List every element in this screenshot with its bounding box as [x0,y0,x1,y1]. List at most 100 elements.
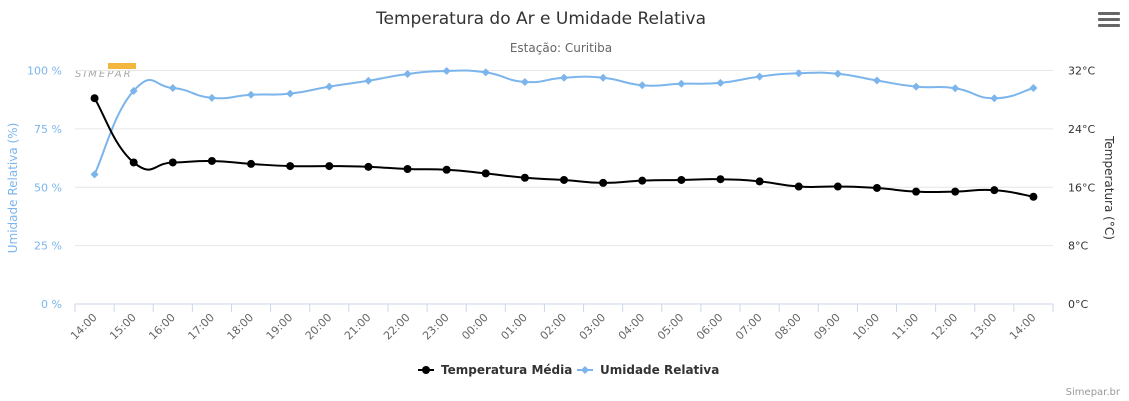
x-tick-label: 23:00 [420,311,452,343]
data-point-temperatura[interactable] [638,176,647,185]
data-point-temperatura[interactable] [403,165,412,174]
data-point-umidade[interactable] [599,73,608,82]
x-tick-label: 08:00 [772,311,804,343]
data-point-temperatura[interactable] [90,94,99,103]
data-point-umidade[interactable] [90,170,99,179]
right-tick-label: 8°C [1068,240,1088,253]
x-tick-label: 11:00 [890,311,922,343]
data-point-temperatura[interactable] [677,175,686,184]
x-tick-label: 16:00 [146,311,178,343]
series-layer [90,66,1038,201]
data-point-umidade[interactable] [207,93,216,102]
data-point-umidade[interactable] [364,76,373,85]
x-tick-label: 04:00 [616,311,648,343]
chart-title: Temperatura do Ar e Umidade Relativa [375,9,706,29]
data-point-temperatura[interactable] [755,177,764,186]
legend-temperatura-label: Temperatura Média [441,363,572,377]
x-tick-label: 07:00 [733,311,765,343]
legend-item-temperatura[interactable]: Temperatura Média [418,363,572,377]
left-tick-label: 0 % [41,298,62,311]
data-point-temperatura[interactable] [442,165,451,174]
data-point-umidade[interactable] [442,66,451,75]
right-axis-ticks: 0°C 8°C 16°C 24°C 32°C [1068,65,1095,312]
data-point-temperatura[interactable] [912,187,921,196]
x-tick-label: 17:00 [185,311,217,343]
right-tick-label: 32°C [1068,65,1095,78]
x-tick-label: 20:00 [303,311,335,343]
simepar-logo-watermark: SIMEPAR [75,63,136,80]
left-axis-ticks: 0 % 25 % 50 % 75 % 100 % [27,65,62,312]
series-umidade-line [93,69,1034,175]
data-point-umidade[interactable] [481,68,490,77]
left-tick-label: 50 % [34,181,62,194]
x-tick-label: 06:00 [694,311,726,343]
data-point-temperatura[interactable] [951,187,960,196]
data-point-umidade[interactable] [872,76,881,85]
left-tick-label: 100 % [27,65,62,78]
data-point-temperatura[interactable] [716,175,725,184]
data-point-temperatura[interactable] [286,162,295,171]
data-point-umidade[interactable] [833,69,842,78]
left-tick-label: 75 % [34,123,62,136]
data-point-umidade[interactable] [403,70,412,79]
data-point-temperatura[interactable] [325,162,334,171]
data-point-temperatura[interactable] [1029,192,1038,201]
data-point-umidade[interactable] [247,90,256,99]
chart-subtitle: Estação: Curitiba [510,41,612,55]
data-point-temperatura[interactable] [872,183,881,192]
data-point-temperatura[interactable] [560,175,568,184]
data-point-umidade[interactable] [325,82,334,91]
credits-link[interactable]: Simepar.br [1066,387,1121,398]
data-point-umidade[interactable] [951,84,960,93]
legend-umidade-marker [581,366,589,374]
data-point-umidade[interactable] [129,86,138,95]
data-point-umidade[interactable] [794,69,803,78]
right-tick-label: 24°C [1068,123,1095,136]
data-point-umidade[interactable] [755,72,764,81]
hamburger-menu-icon[interactable] [1098,12,1120,32]
data-point-umidade[interactable] [990,94,999,103]
x-tick-label: 09:00 [811,311,843,343]
data-point-temperatura[interactable] [129,158,138,167]
data-point-umidade[interactable] [520,77,529,86]
x-tick-label: 18:00 [225,311,257,343]
data-point-temperatura[interactable] [481,169,490,178]
legend: Temperatura Média Umidade Relativa [418,363,719,377]
data-point-temperatura[interactable] [520,173,529,182]
data-point-temperatura[interactable] [247,159,256,168]
data-point-umidade[interactable] [716,78,725,87]
x-tick-label: 01:00 [498,311,530,343]
right-tick-label: 16°C [1068,181,1095,194]
legend-temperatura-marker [422,366,430,374]
grid-lines [75,70,1053,305]
data-point-temperatura[interactable] [364,162,373,171]
data-point-umidade[interactable] [638,81,647,90]
x-tick-label: 05:00 [655,311,687,343]
legend-item-umidade[interactable]: Umidade Relativa [577,363,719,377]
data-point-temperatura[interactable] [833,182,842,191]
data-point-temperatura[interactable] [794,182,803,191]
data-point-umidade[interactable] [1029,84,1038,93]
data-point-umidade[interactable] [168,84,177,93]
data-point-umidade[interactable] [677,79,686,88]
data-point-temperatura[interactable] [168,158,177,167]
x-tick-label: 14:00 [68,311,100,343]
x-tick-label: 22:00 [381,311,413,343]
x-tick-label: 03:00 [577,311,609,343]
menu-bar [1098,24,1120,27]
x-tick-label: 13:00 [968,311,1000,343]
data-point-umidade[interactable] [560,73,568,82]
data-point-temperatura[interactable] [990,186,999,195]
data-point-temperatura[interactable] [599,178,608,187]
data-point-temperatura[interactable] [207,156,216,165]
x-tick-label: 15:00 [107,311,139,343]
left-axis-title: Umidade Relativa (%) [6,123,20,254]
x-axis-ticks: 14:00 15:00 16:00 17:00 18:00 19:00 20:00 21:00… [68,304,1054,343]
series-umidade [90,66,1038,179]
logo-accent-bar [108,63,136,69]
data-point-umidade[interactable] [286,89,295,98]
legend-umidade-label: Umidade Relativa [600,363,719,377]
data-point-umidade[interactable] [912,82,921,91]
x-tick-label: 12:00 [929,311,961,343]
left-tick-label: 25 % [34,240,62,253]
